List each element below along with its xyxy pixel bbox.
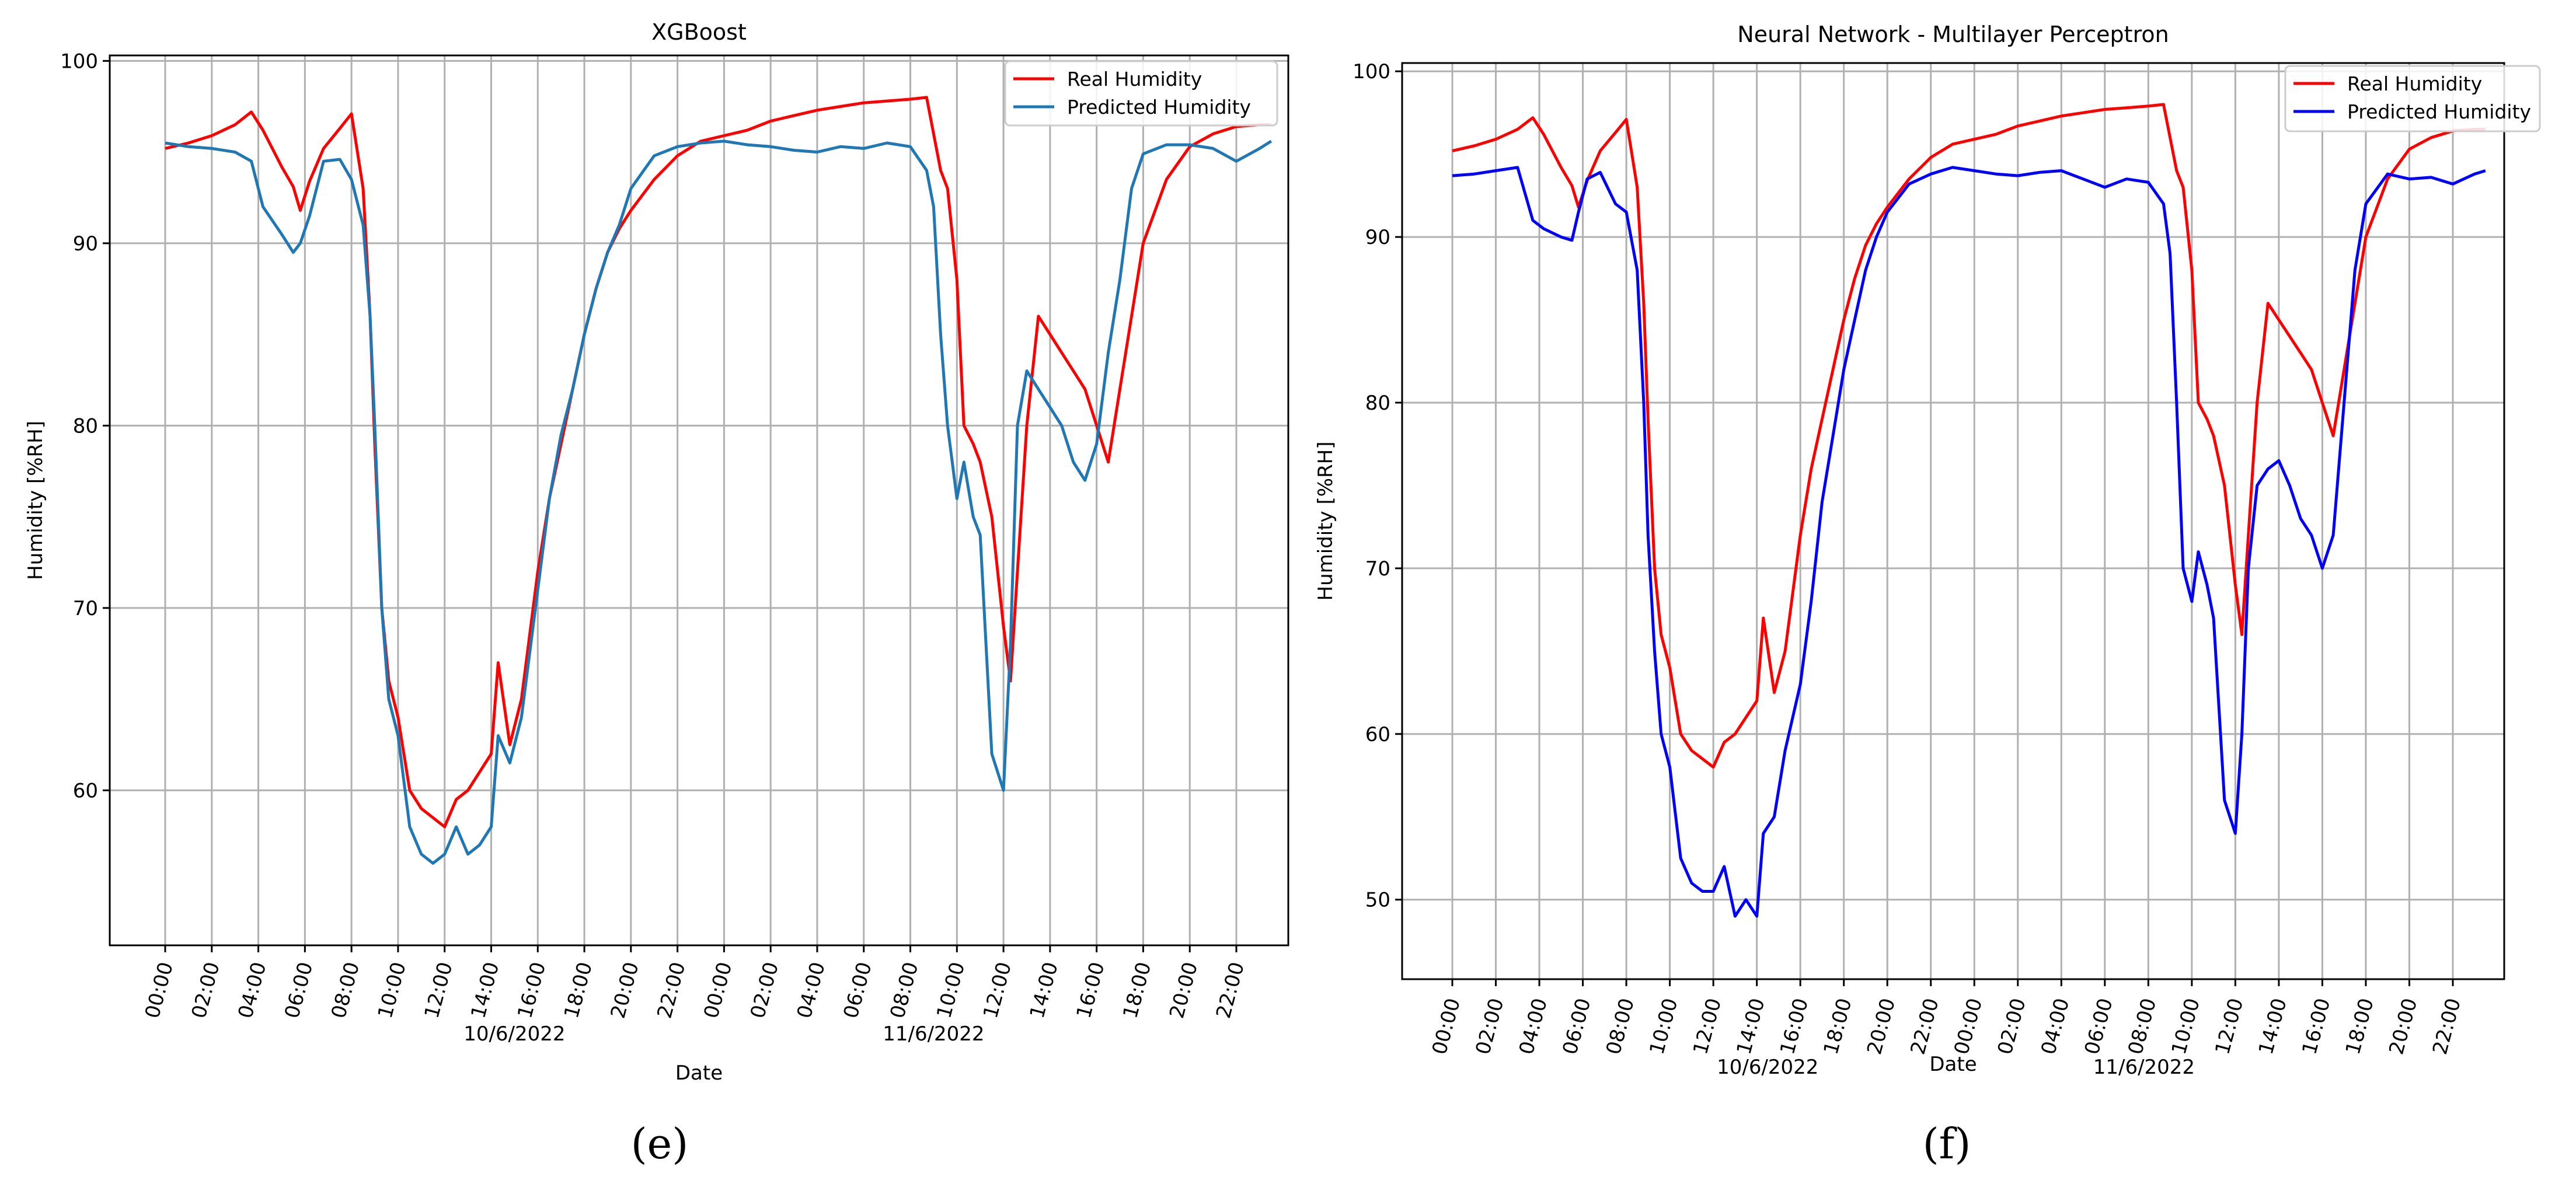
y-tick-label: 70 xyxy=(1365,557,1390,581)
series-line-real-humidity xyxy=(1452,103,2486,769)
x-tick-label: 14:00 xyxy=(1733,996,1770,1057)
x-tick-label: 10:00 xyxy=(2167,996,2205,1057)
x-axis-label: Date xyxy=(1929,1053,1977,1076)
chart-title: XGBoost xyxy=(651,19,747,45)
x-tick-label: 00:00 xyxy=(1950,996,1987,1057)
plot-area xyxy=(110,55,1288,945)
y-tick-label: 50 xyxy=(1365,889,1390,912)
y-tick-label: 80 xyxy=(1365,392,1390,415)
x-tick-label: 14:00 xyxy=(2254,996,2292,1057)
x-tick-label: 18:00 xyxy=(1118,959,1156,1021)
x-tick-label: 04:00 xyxy=(233,959,271,1021)
x-tick-label: 20:00 xyxy=(606,959,644,1021)
y-tick-label: 100 xyxy=(1353,60,1390,83)
y-tick-label: 100 xyxy=(60,50,98,73)
axes-frame xyxy=(1401,62,2505,980)
x-tick-label: 06:00 xyxy=(280,959,318,1021)
x-tick-label: 12:00 xyxy=(1689,996,1726,1057)
legend-box xyxy=(1004,60,1278,127)
x-tick-label: 12:00 xyxy=(420,959,458,1021)
x-tick-label: 04:00 xyxy=(793,959,830,1021)
legend-box xyxy=(2284,65,2541,132)
x-tick-label: 22:00 xyxy=(2428,996,2466,1057)
series-line-real-humidity xyxy=(165,96,1271,829)
legend: Real Humidity Predicted Humidity xyxy=(1004,60,1278,127)
legend-label: Real Humidity xyxy=(2347,72,2482,95)
y-tick-label: 60 xyxy=(1365,723,1390,746)
x-tick-label: 18:00 xyxy=(560,959,597,1021)
y-axis-label: Humidity [%RH] xyxy=(1314,442,1337,601)
date-label: 10/6/2022 xyxy=(463,1022,565,1046)
x-tick-label: 16:00 xyxy=(2298,996,2335,1057)
x-tick-label: 02:00 xyxy=(746,959,783,1021)
x-tick-label: 14:00 xyxy=(466,959,504,1021)
legend: Real Humidity Predicted Humidity xyxy=(2284,65,2541,132)
x-tick-label: 02:00 xyxy=(1993,996,2031,1057)
x-tick-label: 22:00 xyxy=(1906,996,1944,1057)
chart-panel-2: 00:00 02:00 04:00 06:00 08:00 10:00 12:00 14:00… xyxy=(1314,22,2541,1168)
series-line-predicted-humidity xyxy=(1452,166,2486,918)
x-tick-label: 12:00 xyxy=(979,959,1016,1021)
x-tick-label: 16:00 xyxy=(1776,996,1813,1057)
x-tick-label: 20:00 xyxy=(1165,959,1202,1021)
axes-frame xyxy=(109,54,1289,947)
x-tick-label: 14:00 xyxy=(1026,959,1063,1021)
x-tick-label: 16:00 xyxy=(513,959,550,1021)
y-axis-label: Humidity [%RH] xyxy=(24,421,47,580)
x-tick-label: 06:00 xyxy=(1558,996,1595,1057)
plot-area xyxy=(1402,63,2504,979)
series-line-predicted-humidity xyxy=(165,139,1273,865)
x-tick-label: 10:00 xyxy=(374,959,411,1021)
x-tick-label: 16:00 xyxy=(1072,959,1110,1021)
x-tick-label: 00:00 xyxy=(141,959,178,1021)
legend-label: Predicted Humidity xyxy=(2347,100,2531,123)
panel-caption: (f) xyxy=(1923,1119,1971,1168)
panel-caption: (e) xyxy=(631,1119,689,1168)
date-label: 11/6/2022 xyxy=(883,1022,984,1046)
x-tick-label: 18:00 xyxy=(2341,996,2379,1057)
legend-label: Predicted Humidity xyxy=(1067,96,1251,118)
chart-title: Neural Network - Multilayer Perceptron xyxy=(1737,22,2169,47)
x-tick-label: 10:00 xyxy=(932,959,970,1021)
y-tick-label: 60 xyxy=(73,779,98,802)
x-tick-label: 12:00 xyxy=(2211,996,2248,1057)
x-tick-label: 06:00 xyxy=(2080,996,2118,1057)
x-tick-label: 20:00 xyxy=(2385,996,2422,1057)
x-tick-label: 22:00 xyxy=(653,959,690,1021)
x-tick-label: 08:00 xyxy=(2124,996,2161,1057)
y-tick-label: 90 xyxy=(73,232,98,256)
chart-panel-1: 00:00 02:00 04:00 06:00 08:00 10:00 12:00 14:00… xyxy=(24,19,1289,1168)
x-tick-label: 20:00 xyxy=(1863,996,1900,1057)
y-tick-label: 70 xyxy=(73,597,98,620)
date-label: 11/6/2022 xyxy=(2093,1056,2195,1079)
x-tick-label: 22:00 xyxy=(1212,959,1249,1021)
x-tick-label: 00:00 xyxy=(1428,996,1465,1057)
x-tick-label: 06:00 xyxy=(839,959,877,1021)
date-label: 10/6/2022 xyxy=(1717,1056,1818,1079)
legend-label: Real Humidity xyxy=(1067,68,1202,90)
x-tick-label: 02:00 xyxy=(187,959,225,1021)
x-axis-label: Date xyxy=(675,1061,723,1085)
x-tick-label: 10:00 xyxy=(1645,996,1682,1057)
x-tick-label: 04:00 xyxy=(2037,996,2074,1057)
y-tick-label: 90 xyxy=(1365,226,1390,249)
x-tick-label: 00:00 xyxy=(699,959,737,1021)
x-tick-label: 18:00 xyxy=(1819,996,1857,1057)
x-tick-label: 04:00 xyxy=(1515,996,1552,1057)
x-tick-label: 02:00 xyxy=(1471,996,1508,1057)
x-tick-label: 08:00 xyxy=(886,959,923,1021)
x-tick-label: 08:00 xyxy=(327,959,364,1021)
x-tick-label: 08:00 xyxy=(1602,996,1639,1057)
y-tick-label: 80 xyxy=(73,414,98,438)
